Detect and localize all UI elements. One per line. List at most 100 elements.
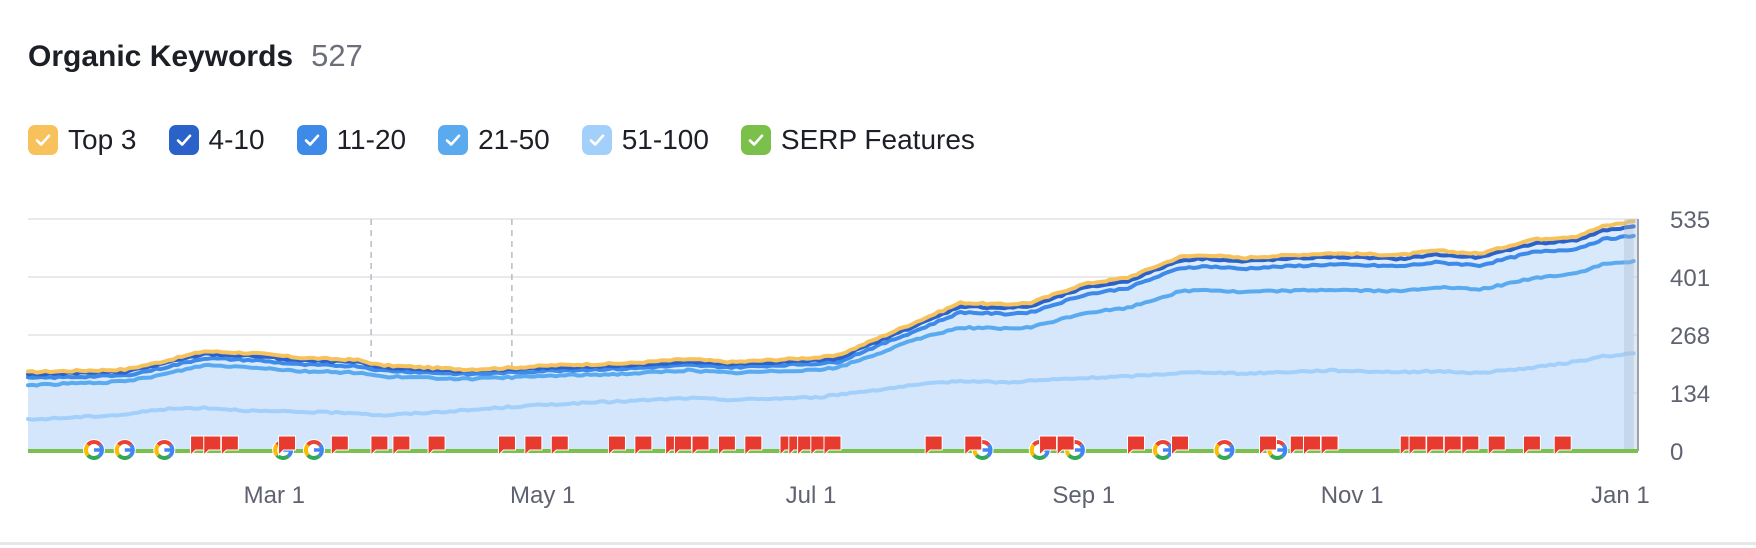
legend-item-11-20[interactable]: 11-20 [296, 124, 407, 156]
google-icon-arc [156, 453, 171, 460]
flag-shape [370, 435, 389, 457]
google-update-icon [1151, 439, 1174, 461]
flag-shape [634, 435, 653, 457]
legend-item-top3[interactable]: Top 3 [28, 124, 137, 156]
checkbox-icon[interactable] [168, 125, 199, 155]
flag-shape [823, 435, 842, 457]
series-line-4-10 [26, 224, 1636, 377]
y-tick-label: 268 [1670, 323, 1710, 350]
flag-icon [1426, 435, 1445, 457]
flag-icon [691, 435, 710, 457]
flag-icon [1408, 435, 1427, 457]
flag-icon [823, 435, 842, 457]
flag-shape [203, 435, 222, 457]
legend-item-serp-features[interactable]: SERP Features [740, 124, 975, 156]
flag-shape [1487, 435, 1506, 457]
google-icon-arc [86, 440, 102, 447]
chart-legend: Top 3 4-10 11-20 21-50 51-100 SERP Featu… [28, 124, 1007, 156]
y-tick-label: 535 [1670, 207, 1710, 234]
flag-icon [744, 435, 763, 457]
series-line-21-50 [26, 259, 1636, 388]
flag-icon [607, 435, 626, 457]
flag-shape [607, 435, 626, 457]
flag-icon [1302, 435, 1321, 457]
flag-icon [1258, 435, 1277, 457]
legend-label: 51-100 [621, 124, 709, 155]
legend-label: 4-10 [208, 124, 265, 155]
google-icon-arc [156, 440, 173, 447]
widget-title: Organic Keywords [28, 40, 294, 73]
checkbox-icon[interactable] [740, 125, 771, 155]
flag-icon [220, 435, 239, 457]
flag-shape [964, 435, 983, 457]
google-icon-arc [974, 453, 989, 460]
flag-icon [1487, 435, 1506, 457]
flag-shape [1258, 435, 1277, 457]
flag-icon [964, 435, 983, 457]
legend-item-51-100[interactable]: 51-100 [581, 124, 709, 156]
flag-icon [203, 435, 222, 457]
keyword-count: 527 [311, 38, 363, 73]
flag-icon [524, 435, 543, 457]
series-line-11-20 [26, 233, 1636, 381]
flag-icon [1039, 435, 1058, 457]
flag-shape [392, 435, 411, 457]
google-icon-arc [1032, 453, 1047, 460]
flag-icon [370, 435, 389, 457]
checkbox-icon[interactable] [28, 125, 58, 155]
flag-icon [278, 435, 297, 457]
checkbox-icon[interactable] [581, 125, 612, 155]
checkbox-icon[interactable] [296, 125, 327, 155]
flag-icon [497, 435, 516, 457]
flag-icon [717, 435, 736, 457]
legend-label: Top 3 [68, 124, 137, 155]
x-tick-label: Mar 1 [244, 482, 305, 509]
series-area-21-50 [28, 261, 1634, 451]
flag-icon [1056, 435, 1075, 457]
google-icon-arc [1216, 453, 1231, 460]
google-update-icon [82, 439, 105, 461]
flag-icon [427, 435, 446, 457]
flag-icon [673, 435, 692, 457]
widget-header: Organic Keywords 527 [28, 38, 363, 74]
flag-icon [634, 435, 653, 457]
y-tick-label: 401 [1670, 265, 1710, 292]
google-update-icon [302, 439, 325, 461]
series-area-4-10 [28, 226, 1634, 451]
google-icon-arc [1216, 440, 1233, 447]
google-icon-arc [306, 453, 321, 460]
flag-shape [427, 435, 446, 457]
flag-icon [330, 435, 349, 457]
google-icon-arc [154, 443, 160, 457]
x-tick-label: Jan 1 [1591, 482, 1650, 509]
y-tick-label: 0 [1670, 439, 1683, 466]
google-icon-arc [1155, 453, 1170, 460]
x-tick-label: May 1 [510, 482, 575, 509]
flag-shape [1171, 435, 1190, 457]
google-icon-arc [86, 453, 101, 460]
widget-bottom-border [0, 542, 1756, 545]
google-icon-arc [1152, 443, 1159, 457]
flag-shape [278, 435, 297, 457]
checkbox-icon[interactable] [438, 125, 469, 155]
google-icon-arc [273, 443, 279, 457]
google-update-icon [1213, 439, 1236, 461]
legend-label: 11-20 [336, 124, 407, 155]
flag-icon [392, 435, 411, 457]
flag-shape [1426, 435, 1445, 457]
flag-shape [1408, 435, 1427, 457]
google-icon-arc [1269, 453, 1284, 460]
flag-shape [524, 435, 543, 457]
series-line-51-100 [26, 351, 1636, 422]
legend-label: SERP Features [780, 124, 975, 155]
legend-item-4-10[interactable]: 4-10 [168, 124, 265, 156]
legend-label: 21-50 [478, 124, 550, 155]
legend-item-21-50[interactable]: 21-50 [438, 124, 550, 156]
flag-shape [1553, 435, 1572, 457]
flag-shape [717, 435, 736, 457]
google-icon-arc [1067, 453, 1082, 460]
google-update-icon [113, 439, 136, 461]
flag-shape [1039, 435, 1058, 457]
flag-shape [1302, 435, 1321, 457]
